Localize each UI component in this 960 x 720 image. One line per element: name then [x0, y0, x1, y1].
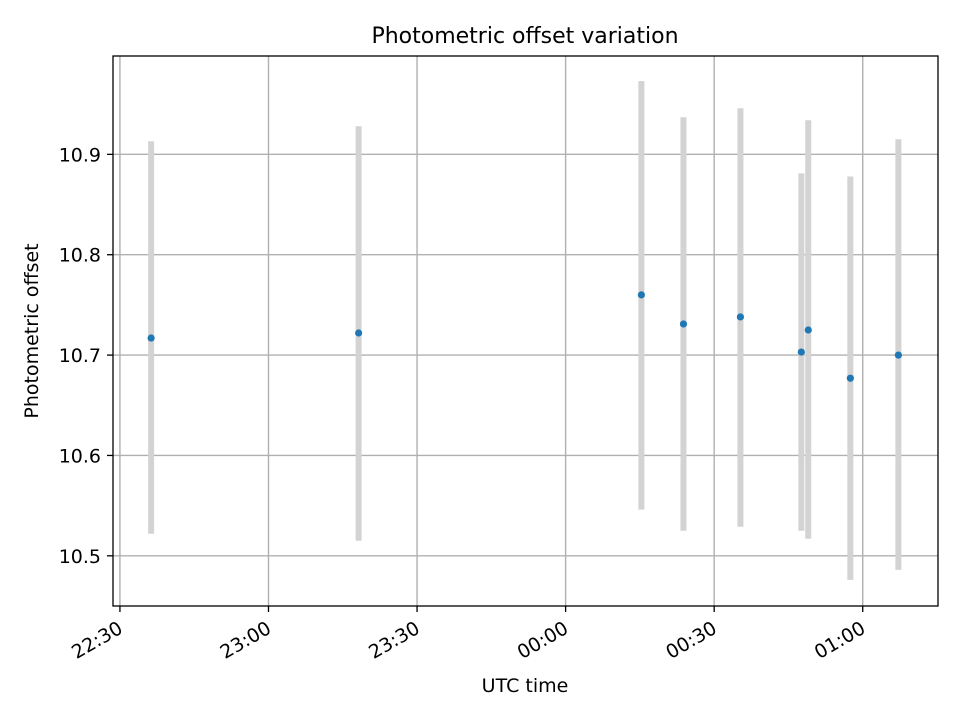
grid — [113, 56, 938, 606]
y-axis-label: Photometric offset — [21, 243, 43, 418]
y-tick-label: 10.6 — [59, 445, 101, 467]
data-point — [894, 351, 902, 359]
x-tick-label: 23:00 — [217, 617, 275, 663]
x-tick-label: 23:30 — [365, 617, 423, 663]
data-point — [355, 329, 363, 337]
data-point — [797, 348, 805, 356]
data-point — [804, 326, 812, 334]
ticks: 22:30 23:00 23:30 00:00 00:30 01:00 10.5 10.6 10… — [59, 144, 870, 663]
data-point — [846, 374, 854, 382]
x-axis-label: UTC time — [482, 675, 569, 697]
error-bars — [148, 81, 902, 580]
axes-frame — [112, 55, 939, 607]
y-tick-label: 10.8 — [59, 245, 101, 267]
x-tick-label: 01:00 — [811, 617, 869, 663]
y-tick-label: 10.9 — [59, 144, 101, 166]
x-tick-label: 00:30 — [662, 617, 720, 663]
data-point — [679, 320, 688, 328]
data-points — [147, 291, 902, 382]
x-tick-label: 22:30 — [68, 617, 126, 663]
data-point — [736, 313, 745, 321]
data-point — [637, 291, 645, 299]
x-tick-label: 00:00 — [514, 617, 572, 663]
y-tick-label: 10.5 — [59, 546, 101, 568]
chart-title: Photometric offset variation — [371, 24, 678, 49]
data-point — [147, 334, 155, 342]
y-tick-label: 10.7 — [59, 345, 101, 367]
